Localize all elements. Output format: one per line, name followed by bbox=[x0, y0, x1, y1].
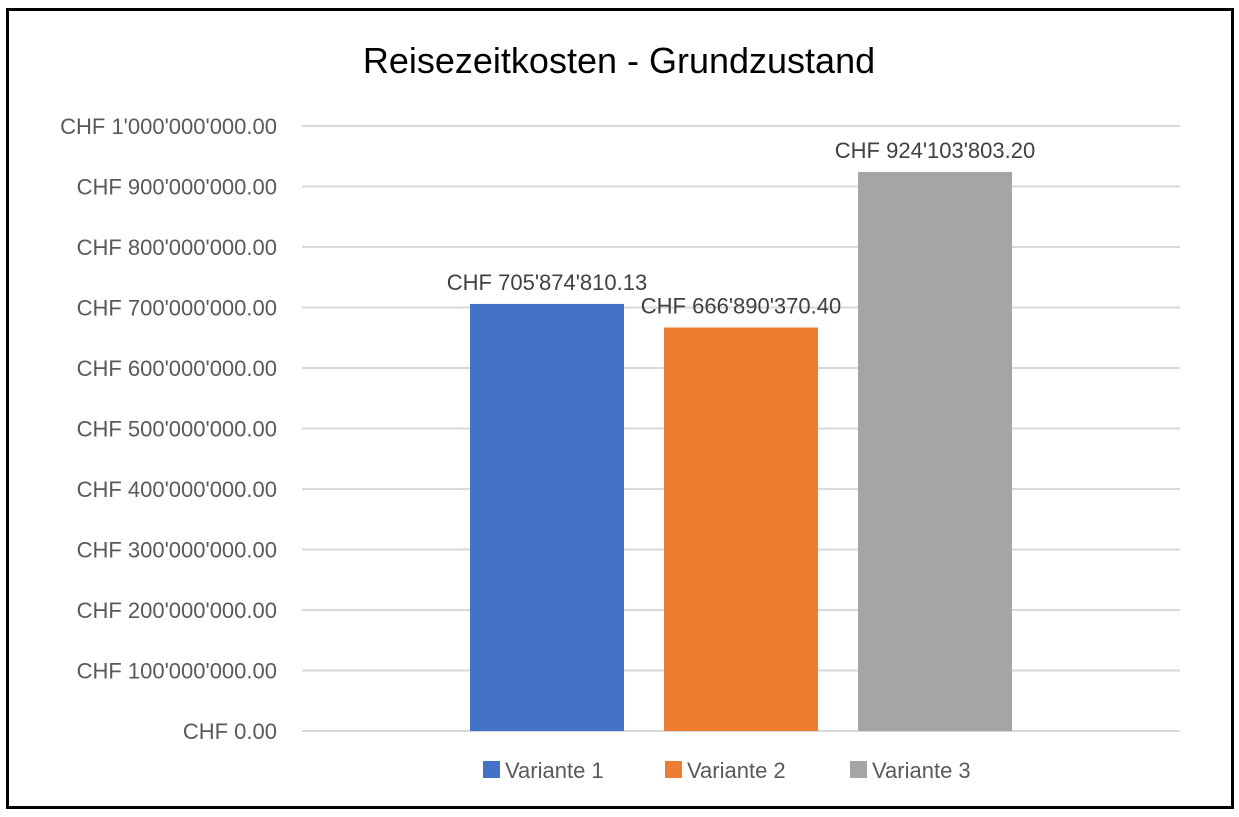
legend-label: Variante 3 bbox=[872, 758, 971, 783]
bar-variante-3 bbox=[858, 171, 1012, 731]
y-tick-label: CHF 500'000'000.00 bbox=[77, 417, 277, 442]
gridlines bbox=[302, 125, 1180, 732]
data-label: CHF 705'874'810.13 bbox=[447, 270, 647, 295]
legend: Variante 1 Variante 2 Variante 3 bbox=[483, 758, 971, 783]
y-tick-label: CHF 200'000'000.00 bbox=[77, 598, 277, 623]
legend-label: Variante 2 bbox=[687, 758, 786, 783]
y-tick-label: CHF 900'000'000.00 bbox=[77, 175, 277, 200]
data-label: CHF 924'103'803.20 bbox=[835, 138, 1035, 163]
y-tick-label: CHF 700'000'000.00 bbox=[77, 296, 277, 321]
legend-label: Variante 1 bbox=[505, 758, 604, 783]
data-label: CHF 666'890'370.40 bbox=[641, 294, 841, 319]
y-tick-label: CHF 1'000'000'000.00 bbox=[60, 114, 277, 139]
legend-swatch bbox=[665, 761, 682, 778]
bar-variante-2 bbox=[664, 327, 818, 731]
y-axis-tick-labels: CHF 0.00 CHF 100'000'000.00 CHF 200'000'00… bbox=[60, 114, 277, 744]
y-tick-label: CHF 0.00 bbox=[183, 719, 277, 744]
legend-swatch bbox=[850, 761, 867, 778]
y-tick-label: CHF 800'000'000.00 bbox=[77, 235, 277, 260]
y-tick-label: CHF 100'000'000.00 bbox=[77, 659, 277, 684]
y-tick-label: CHF 600'000'000.00 bbox=[77, 356, 277, 381]
y-tick-label: CHF 300'000'000.00 bbox=[77, 538, 277, 563]
y-tick-label: CHF 400'000'000.00 bbox=[77, 477, 277, 502]
bars bbox=[470, 171, 1012, 731]
bar-variante-1 bbox=[470, 303, 624, 731]
legend-swatch bbox=[483, 761, 500, 778]
chart-title: Reisezeitkosten - Grundzustand bbox=[363, 40, 875, 81]
